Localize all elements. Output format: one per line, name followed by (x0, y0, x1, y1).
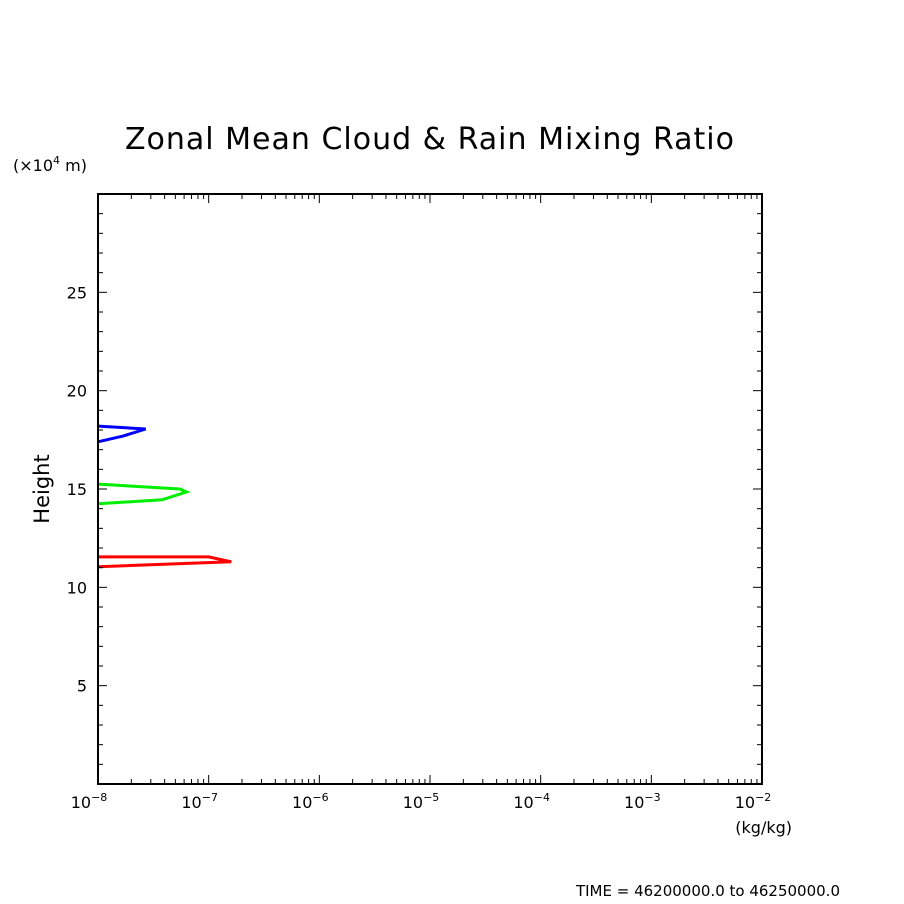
y-unit-suffix: m) (60, 156, 87, 175)
x-tick-label: 10−6 (292, 791, 329, 812)
y-tick-labels: 5 10 15 20 25 (67, 283, 87, 695)
x-tick-exponent: −8 (91, 791, 107, 804)
x-tick-label: 10−2 (735, 791, 772, 812)
x-tick-base: 10 (403, 793, 423, 812)
x-tick-label: 10−5 (403, 791, 440, 812)
y-unit-exponent: 4 (53, 154, 60, 167)
x-tick-label: 10−8 (71, 791, 108, 812)
x-unit-label: (kg/kg) (735, 818, 792, 837)
x-tick-label: 10−7 (181, 791, 218, 812)
y-tick-label: 25 (67, 283, 87, 302)
x-tick-exponent: −5 (423, 791, 439, 804)
y-unit-label: (×104 m) (13, 154, 87, 175)
x-tick-base: 10 (71, 793, 91, 812)
series-layer (97, 424, 232, 569)
y-tick-label: 5 (77, 677, 87, 696)
x-tick-exponent: −7 (202, 791, 218, 804)
y-tick-label: 20 (67, 382, 87, 401)
plot-frame (97, 193, 763, 785)
x-tick-base: 10 (624, 793, 644, 812)
x-tick-exponent: −4 (534, 791, 550, 804)
x-tick-base: 10 (735, 793, 755, 812)
chart-title: Zonal Mean Cloud & Rain Mixing Ratio (125, 122, 735, 157)
series-line-1 (97, 424, 147, 444)
time-range-text: TIME = 46200000.0 to 46250000.0 (575, 882, 840, 900)
y-unit-prefix: (×10 (13, 156, 53, 175)
x-tick-base: 10 (513, 793, 533, 812)
series-line-3 (97, 555, 232, 569)
x-tick-base: 10 (292, 793, 312, 812)
x-tick-exponent: −2 (755, 791, 771, 804)
ticks-layer (98, 194, 762, 784)
x-tick-base: 10 (181, 793, 201, 812)
y-tick-label: 10 (67, 578, 87, 597)
x-tick-exponent: −6 (312, 791, 328, 804)
y-axis-label: Height (30, 454, 54, 523)
x-tick-label: 10−3 (624, 791, 661, 812)
y-tick-label: 15 (67, 480, 87, 499)
series-line-2 (97, 482, 191, 506)
x-tick-exponent: −3 (644, 791, 660, 804)
x-tick-label: 10−4 (513, 791, 550, 812)
x-tick-labels: 10−8 10−7 10−6 10−5 10−4 10−3 10−2 (71, 791, 772, 812)
